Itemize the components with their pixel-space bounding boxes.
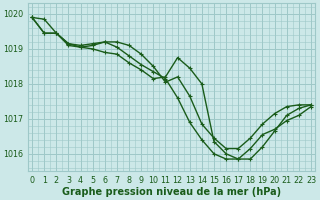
X-axis label: Graphe pression niveau de la mer (hPa): Graphe pression niveau de la mer (hPa) [62, 187, 281, 197]
